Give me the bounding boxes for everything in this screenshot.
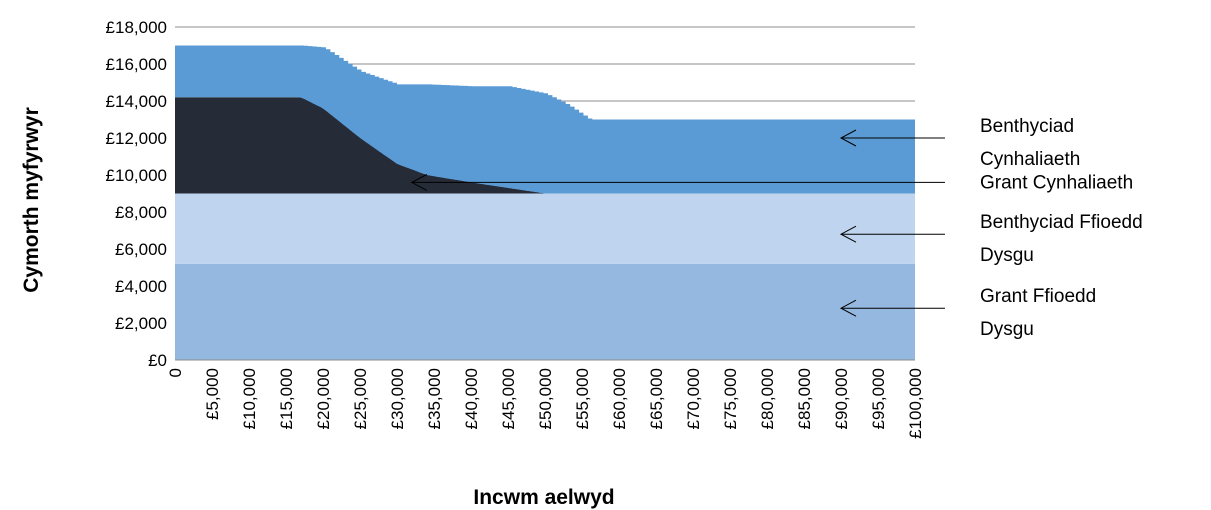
x-axis-label: Incwm aelwyd [473, 486, 614, 509]
x-tick-label: 0 [166, 368, 185, 377]
x-tick-label: £80,000 [758, 368, 777, 429]
x-tick-label: £40,000 [462, 368, 481, 429]
annotation-arrowhead [839, 129, 857, 147]
y-tick-label: £12,000 [106, 129, 167, 148]
y-tick-label: £18,000 [106, 18, 167, 37]
x-tick-label: £35,000 [425, 368, 444, 429]
annotation-label: Grant Cynhaliaeth [980, 172, 1133, 193]
annotation-label: Benthyciad Ffioedd Dysgu [980, 212, 1143, 266]
x-tick-label: £100,000 [906, 368, 925, 439]
x-tick-label: £65,000 [647, 368, 666, 429]
x-tick-label: £75,000 [721, 368, 740, 429]
y-tick-label: £14,000 [106, 92, 167, 111]
x-tick-label: £10,000 [240, 368, 259, 429]
annotation-arrowhead [410, 173, 428, 191]
x-tick-label: £85,000 [795, 368, 814, 429]
annotation-label: Grant Ffioedd Dysgu [980, 286, 1096, 340]
x-tick-label: £25,000 [351, 368, 370, 429]
x-tick-label: £95,000 [869, 368, 888, 429]
x-tick-label: £60,000 [610, 368, 629, 429]
area-benthyciad-cynhaliaeth [175, 45, 915, 194]
x-tick-label: £15,000 [277, 368, 296, 429]
y-tick-label: £16,000 [106, 55, 167, 74]
x-tick-label: £70,000 [684, 368, 703, 429]
annotation-arrowhead [839, 225, 857, 243]
annotation-label: Benthyciad Cynhaliaeth [980, 116, 1080, 170]
x-tick-label: £50,000 [536, 368, 555, 429]
area-grant-ffioedd-dysgu [175, 263, 915, 360]
area-series [175, 45, 915, 360]
annotation-arrowhead [839, 299, 857, 317]
x-tick-label: £45,000 [499, 368, 518, 429]
y-axis-label: Cymorth myfyrwyr [20, 107, 43, 293]
area-benthyciad-ffioedd-dysgu [175, 193, 915, 264]
y-tick-label: £4,000 [115, 277, 167, 296]
x-tick-label: £5,000 [203, 368, 222, 420]
y-tick-label: £2,000 [115, 314, 167, 333]
x-tick-label: £30,000 [388, 368, 407, 429]
x-tick-label: £55,000 [573, 368, 592, 429]
x-axis-ticks: 0 £5,000 £10,000 £15,000 £20,000 £25,000 £30,0… [166, 368, 925, 439]
y-tick-label: £10,000 [106, 166, 167, 185]
y-tick-label: £6,000 [115, 240, 167, 259]
y-tick-label: £8,000 [115, 203, 167, 222]
x-tick-label: £20,000 [314, 368, 333, 429]
y-axis-ticks: £0 £2,000 £4,000 £6,000 £8,000 £10,000 £12,000… [106, 18, 167, 370]
area-grant-cynhaliaeth [175, 97, 915, 194]
x-tick-label: £90,000 [832, 368, 851, 429]
y-tick-label: £0 [148, 351, 167, 370]
